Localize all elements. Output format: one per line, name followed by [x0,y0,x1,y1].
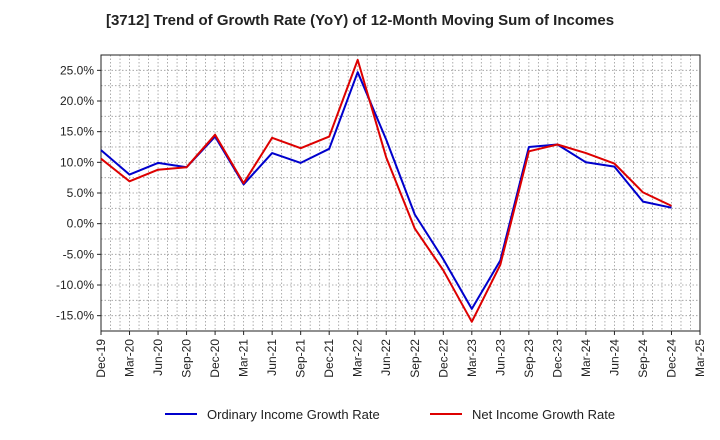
x-tick-label: Dec-24 [664,339,678,378]
x-tick-label: Mar-23 [465,339,479,377]
x-tick-label: Mar-20 [123,339,137,377]
x-axis-ticks: Dec-19 Mar-20 Jun-20 Sep-20 Dec-20 Mar-21 Jun-… [94,331,707,378]
y-tick-label: -5.0% [63,247,95,261]
x-tick-label: Jun-22 [379,339,393,376]
y-tick-label: -15.0% [56,309,94,323]
y-tick-label: 5.0% [67,186,95,200]
grid [101,55,700,331]
legend-label: Ordinary Income Growth Rate [207,407,380,422]
x-tick-label: Mar-24 [579,339,593,377]
x-tick-label: Dec-22 [436,339,450,378]
x-tick-label: Mar-25 [693,339,707,377]
y-tick-label: 15.0% [60,125,94,139]
series-line [100,58,672,323]
y-tick-label: 20.0% [60,94,94,108]
x-tick-label: Dec-23 [550,339,564,378]
x-tick-label: Jun-20 [151,339,165,376]
legend-label: Net Income Growth Rate [472,407,615,422]
x-tick-label: Jun-23 [493,339,507,376]
chart-title: [3712] Trend of Growth Rate (YoY) of 12-… [105,12,615,29]
series-lines [100,58,672,323]
x-tick-label: Mar-21 [237,339,251,377]
x-tick-label: Sep-20 [180,339,194,378]
x-tick-label: Dec-20 [208,339,222,378]
y-tick-label: 25.0% [60,63,94,77]
x-tick-label: Sep-22 [408,339,422,378]
x-tick-label: Sep-24 [636,339,650,378]
y-tick-label: 0.0% [67,217,95,231]
x-tick-label: Dec-21 [322,339,336,378]
x-tick-label: Sep-23 [522,339,536,378]
legend: Ordinary Income Growth Rate Net Income Gr… [165,407,615,422]
x-tick-label: Mar-22 [351,339,365,377]
x-tick-label: Dec-19 [94,339,108,378]
y-axis-ticks: -15.0% -10.0% -5.0% 0.0% 5.0% 10.0% 15.0% 20.0%… [56,63,101,323]
x-tick-label: Jun-21 [265,339,279,376]
y-tick-label: 10.0% [60,155,94,169]
x-tick-label: Jun-24 [607,339,621,376]
x-tick-label: Sep-21 [294,339,308,378]
y-tick-label: -10.0% [56,278,94,292]
